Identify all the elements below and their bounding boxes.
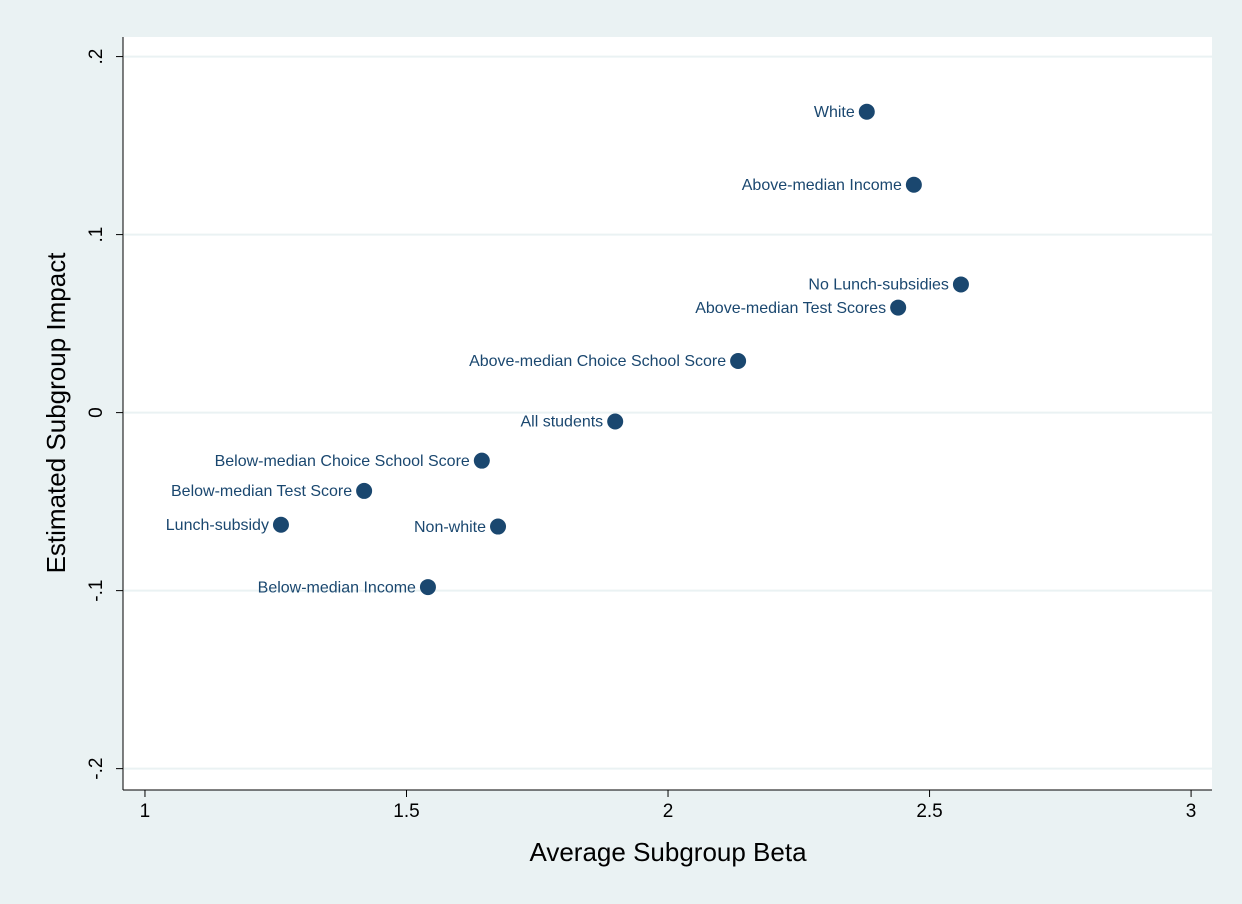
point-label: Below-median Choice School Score bbox=[215, 453, 470, 470]
point-label: White bbox=[814, 104, 855, 121]
y-tick-label: -.2 bbox=[86, 758, 107, 780]
point bbox=[356, 482, 373, 499]
point-label: No Lunch-subsidies bbox=[808, 277, 949, 294]
point-label: Below-median Income bbox=[258, 579, 416, 596]
point-label: Above-median Income bbox=[742, 177, 902, 194]
point bbox=[473, 452, 490, 469]
point-label: Above-median Choice School Score bbox=[469, 353, 726, 370]
x-tick-label: 1.5 bbox=[393, 801, 419, 822]
point-label: Non-white bbox=[414, 519, 486, 536]
y-tick-label: .1 bbox=[86, 227, 107, 243]
point bbox=[905, 176, 922, 193]
point-label: Above-median Test Scores bbox=[695, 300, 886, 317]
y-tick-label: 0 bbox=[86, 407, 107, 418]
point bbox=[419, 579, 436, 596]
y-axis-title: Estimated Subgroup Impact bbox=[41, 252, 71, 574]
point bbox=[858, 103, 875, 120]
point bbox=[272, 516, 289, 533]
point-label: All students bbox=[520, 414, 603, 431]
y-tick-label: .2 bbox=[86, 49, 107, 65]
point bbox=[952, 276, 969, 293]
point bbox=[490, 518, 507, 535]
point-label: Below-median Test Score bbox=[171, 483, 352, 500]
point-label: Lunch-subsidy bbox=[166, 517, 269, 534]
x-tick-label: 3 bbox=[1186, 801, 1197, 822]
x-tick-label: 2 bbox=[663, 801, 674, 822]
point bbox=[890, 299, 907, 316]
point bbox=[730, 352, 747, 369]
x-axis-title: Average Subgroup Beta bbox=[529, 837, 807, 867]
y-tick-label: -.1 bbox=[86, 580, 107, 602]
x-tick-label: 2.5 bbox=[916, 801, 942, 822]
x-tick-label: 1 bbox=[140, 801, 151, 822]
point bbox=[607, 413, 624, 430]
